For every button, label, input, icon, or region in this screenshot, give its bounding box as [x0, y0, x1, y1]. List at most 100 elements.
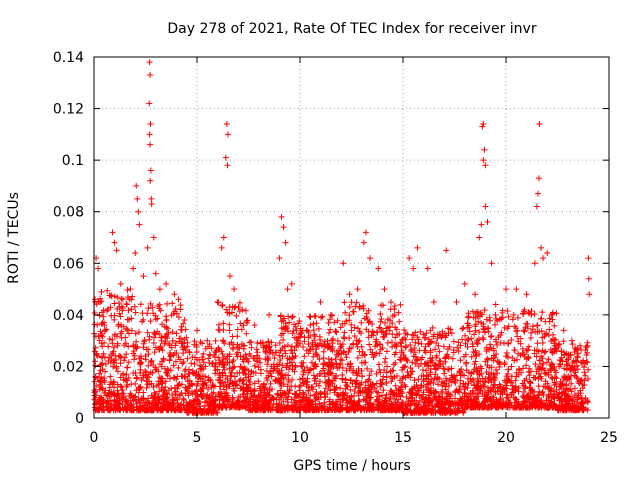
data-point	[278, 318, 285, 325]
data-point	[147, 177, 154, 184]
data-point	[284, 399, 291, 406]
data-point	[167, 367, 174, 374]
data-point	[276, 379, 283, 386]
data-point	[462, 381, 469, 388]
data-point	[347, 398, 354, 405]
data-point	[220, 234, 227, 241]
data-point	[490, 352, 497, 359]
data-point	[537, 398, 544, 405]
data-point	[311, 312, 318, 319]
data-point	[460, 408, 467, 415]
data-point	[484, 219, 491, 226]
data-point	[200, 350, 207, 357]
data-point	[152, 270, 159, 277]
data-point	[383, 380, 390, 387]
data-point	[472, 358, 479, 365]
data-point	[545, 356, 552, 363]
data-point	[311, 337, 318, 344]
data-point	[107, 397, 114, 404]
data-point	[396, 318, 403, 325]
data-point	[112, 403, 119, 410]
data-point	[546, 326, 553, 333]
data-point	[373, 329, 380, 336]
data-point	[158, 337, 165, 344]
data-point	[315, 393, 322, 400]
data-point	[327, 387, 334, 394]
data-point	[436, 357, 443, 364]
data-point	[251, 362, 258, 369]
data-point	[377, 325, 384, 332]
data-point	[202, 373, 209, 380]
data-point	[298, 363, 305, 370]
data-point	[146, 333, 153, 340]
data-point	[226, 341, 233, 348]
data-point	[111, 359, 118, 366]
data-point	[137, 370, 144, 377]
data-point	[231, 387, 238, 394]
data-point	[124, 316, 131, 323]
data-point	[420, 389, 427, 396]
data-point	[292, 397, 299, 404]
data-point	[494, 384, 501, 391]
data-point	[220, 320, 227, 327]
data-point	[119, 387, 126, 394]
data-point	[370, 354, 377, 361]
data-point	[481, 389, 488, 396]
data-point	[309, 383, 316, 390]
data-point	[366, 341, 373, 348]
data-point	[573, 374, 580, 381]
x-tick-label: 20	[497, 430, 515, 446]
data-point	[348, 299, 355, 306]
data-point	[555, 342, 562, 349]
data-point	[100, 307, 107, 314]
data-point	[401, 364, 408, 371]
data-point	[375, 265, 382, 272]
data-point	[442, 386, 449, 393]
data-point	[264, 355, 271, 362]
data-point	[363, 313, 370, 320]
data-point	[285, 372, 292, 379]
data-point	[477, 310, 484, 317]
data-point	[246, 378, 253, 385]
data-point	[164, 366, 171, 373]
data-point	[358, 367, 365, 374]
data-point	[387, 394, 394, 401]
data-point	[218, 380, 225, 387]
data-point	[381, 402, 388, 409]
data-point	[265, 401, 272, 408]
data-point	[125, 307, 132, 314]
data-point	[134, 343, 141, 350]
data-point	[577, 342, 584, 349]
data-point	[357, 381, 364, 388]
data-point	[216, 370, 223, 377]
data-point	[99, 333, 106, 340]
data-point	[462, 351, 469, 358]
data-point	[277, 392, 284, 399]
data-point	[95, 333, 102, 340]
data-point	[221, 362, 228, 369]
data-point	[293, 344, 300, 351]
data-point	[114, 294, 121, 301]
x-tick-labels: 0 5 10 15 20 25	[90, 430, 618, 446]
data-point	[212, 337, 219, 344]
data-point	[266, 311, 273, 318]
data-point	[391, 302, 398, 309]
data-point	[146, 100, 153, 107]
data-point	[146, 59, 153, 66]
data-point	[475, 393, 482, 400]
data-point	[455, 339, 462, 346]
data-point	[486, 402, 493, 409]
data-point	[351, 324, 358, 331]
data-point	[378, 302, 385, 309]
data-point	[261, 342, 268, 349]
data-point	[509, 316, 516, 323]
data-point	[253, 358, 260, 365]
data-point	[481, 307, 488, 314]
data-point	[580, 400, 587, 407]
data-point	[467, 375, 474, 382]
data-point	[264, 389, 271, 396]
data-point	[427, 398, 434, 405]
data-point	[135, 208, 142, 215]
data-point	[218, 244, 225, 251]
data-point	[193, 349, 200, 356]
